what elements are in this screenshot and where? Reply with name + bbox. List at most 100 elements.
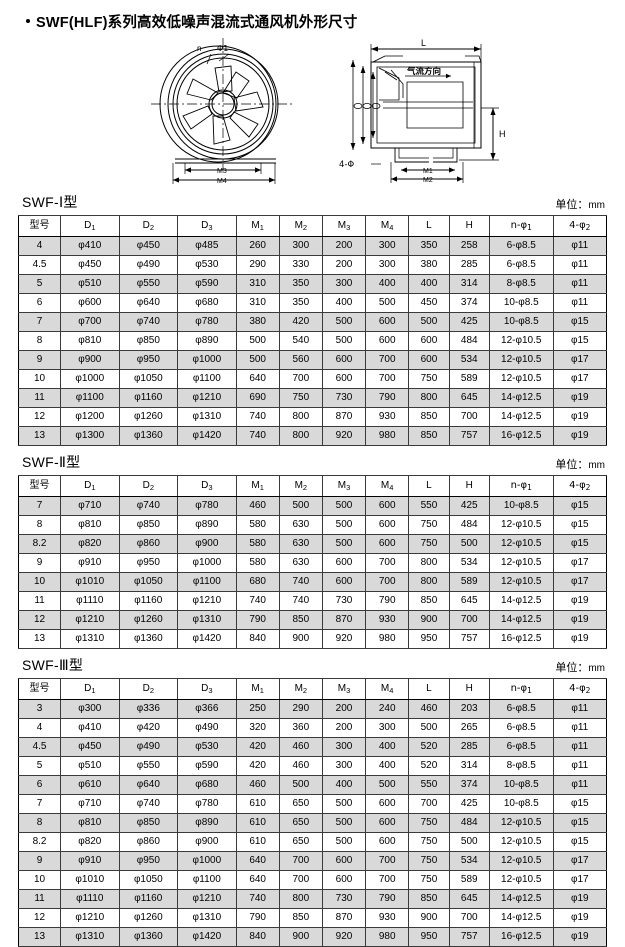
col-header-d3: D3 — [177, 678, 237, 700]
table-cell-D1: φ510 — [60, 756, 120, 776]
table-cell-型号: 13 — [18, 927, 62, 947]
table-cell-型号: 9 — [18, 350, 62, 370]
table-cell-L: 750 — [408, 534, 450, 554]
table-cell-M4: 980 — [365, 426, 410, 446]
table-cell-型号: 4 — [18, 718, 62, 738]
table-row: 4.5 φ450 φ490 φ530 420 460 300 400 520 285 6-φ8.5 φ… — [18, 737, 607, 757]
unit-value: mm — [588, 200, 605, 211]
airflow-direction-label: 气流方向 — [406, 66, 441, 76]
table-cell-H: 757 — [448, 629, 490, 649]
table-cell-M2: 630 — [278, 534, 323, 554]
table-cell-M2: 290 — [278, 699, 323, 719]
table-row: 8 φ810 φ850 φ890 580 630 500 600 750 484 12-φ10.5 φ… — [18, 515, 607, 535]
table-row: 7 φ700 φ740 φ780 380 420 500 600 500 425 10-φ8.5 φ1… — [18, 312, 607, 332]
table-cell-M3: 500 — [321, 794, 367, 814]
table-cell-M4: 700 — [365, 553, 410, 573]
table-cell-L: 500 — [408, 718, 450, 738]
spec-table-3-head: 型号 D1 D2 D3 M1 M2 M3 M4 L H n-φ1 4-φ2 — [18, 678, 607, 700]
col-header-m4: M4 — [365, 475, 410, 497]
table-cell-D3: φ890 — [177, 331, 237, 351]
table-cell-n-φ1: 10-φ8.5 — [488, 312, 554, 332]
table-cell-D2: φ490 — [118, 255, 179, 275]
table-cell-n-φ1: 10-φ8.5 — [488, 293, 554, 313]
table-cell-L: 750 — [408, 813, 450, 833]
front-view-label-n: n — [197, 44, 201, 53]
table-cell-D3: φ890 — [177, 515, 237, 535]
table-cell-M1: 680 — [235, 572, 280, 592]
table-cell-D2: φ1360 — [118, 629, 179, 649]
table-cell-M3: 500 — [321, 534, 367, 554]
table-cell-D2: φ1160 — [118, 889, 179, 909]
spec-table-block-3: SWF-Ⅲ型 单位：mm 型号 D1 D2 D3 M1 M2 M3 M4 — [18, 655, 607, 947]
table-cell-n-φ1: 12-φ10.5 — [488, 534, 554, 554]
table-cell-H: 374 — [448, 293, 490, 313]
table-cell-D3: φ590 — [177, 756, 237, 776]
table-header-row: 型号 D1 D2 D3 M1 M2 M3 M4 L H n-φ1 4-φ2 — [18, 215, 607, 237]
table-cell-n-φ1: 12-φ10.5 — [488, 851, 554, 871]
table-cell-D3: φ1310 — [177, 407, 237, 427]
table-cell-M2: 420 — [278, 312, 323, 332]
table-row: 12 φ1210 φ1260 φ1310 790 850 870 930 900 700 14-φ1… — [18, 908, 607, 928]
table-cell-H: 484 — [448, 813, 490, 833]
table-cell-H: 589 — [448, 369, 490, 389]
table-cell-L: 800 — [408, 388, 450, 408]
table-cell-M3: 400 — [321, 775, 367, 795]
table-cell-D2: φ950 — [118, 350, 179, 370]
table-cell-D3: φ1100 — [177, 572, 237, 592]
table-cell-M3: 870 — [321, 407, 367, 427]
table-cell-M2: 750 — [278, 388, 323, 408]
table-cell-D2: φ1160 — [118, 591, 179, 611]
table-cell-型号: 9 — [18, 553, 62, 573]
table-cell-D3: φ1100 — [177, 870, 237, 890]
table-cell-L: 400 — [408, 274, 450, 294]
table-cell-M2: 740 — [278, 572, 323, 592]
col-header-m3: M3 — [321, 215, 367, 237]
table-cell-M1: 580 — [235, 515, 280, 535]
table-cell-M4: 700 — [365, 870, 410, 890]
col-header-m3: M3 — [321, 475, 367, 497]
col-header-model: 型号 — [18, 215, 62, 237]
table-cell-4-φ2: φ17 — [552, 350, 607, 370]
table-cell-M4: 700 — [365, 572, 410, 592]
table-row: 9 φ910 φ950 φ1000 580 630 600 700 800 534 12-φ10.5… — [18, 553, 607, 573]
table-2-caption: SWF-Ⅱ型 — [22, 454, 81, 470]
table-cell-型号: 5 — [18, 756, 62, 776]
table-cell-型号: 8.2 — [18, 832, 62, 852]
table-cell-型号: 11 — [18, 889, 62, 909]
table-cell-4-φ2: φ15 — [552, 331, 607, 351]
table-cell-M2: 650 — [278, 813, 323, 833]
table-cell-D2: φ1260 — [118, 908, 179, 928]
table-cell-D2: φ850 — [118, 331, 179, 351]
front-view-dim-m3: M3 — [217, 168, 227, 175]
table-cell-型号: 9 — [18, 851, 62, 871]
table-cell-M4: 300 — [365, 236, 410, 256]
table-row: 3 φ300 φ336 φ366 250 290 200 240 460 203 6-φ8.5 φ11 — [18, 699, 607, 719]
table-cell-H: 757 — [448, 426, 490, 446]
table-cell-M2: 800 — [278, 407, 323, 427]
table-cell-M4: 500 — [365, 775, 410, 795]
page-title-text: SWF(HLF)系列高效低噪声混流式通风机外形尺寸 — [36, 15, 358, 31]
table-cell-H: 645 — [448, 591, 490, 611]
table-cell-L: 600 — [408, 350, 450, 370]
table-cell-n-φ1: 6-φ8.5 — [488, 255, 554, 275]
table-row: 7 φ710 φ740 φ780 460 500 500 600 550 425 10-φ8.5 φ1… — [18, 496, 607, 516]
table-cell-D2: φ640 — [118, 293, 179, 313]
table-cell-D2: φ336 — [118, 699, 179, 719]
table-cell-H: 203 — [448, 699, 490, 719]
table-cell-M3: 300 — [321, 756, 367, 776]
table-cell-M3: 200 — [321, 718, 367, 738]
table-cell-M3: 870 — [321, 908, 367, 928]
table-cell-M3: 500 — [321, 515, 367, 535]
table-cell-4-φ2: φ19 — [552, 629, 607, 649]
table-cell-H: 265 — [448, 718, 490, 738]
table-cell-M1: 790 — [235, 610, 280, 630]
table-cell-L: 520 — [408, 756, 450, 776]
table-row: 4 φ410 φ450 φ485 260 300 200 300 350 258 6-φ8.5 φ11 — [18, 236, 607, 256]
table-cell-n-φ1: 6-φ8.5 — [488, 699, 554, 719]
table-cell-M3: 500 — [321, 496, 367, 516]
table-cell-4-φ2: φ11 — [552, 293, 607, 313]
table-cell-n-φ1: 12-φ10.5 — [488, 553, 554, 573]
table-cell-M1: 580 — [235, 553, 280, 573]
table-cell-D3: φ680 — [177, 293, 237, 313]
